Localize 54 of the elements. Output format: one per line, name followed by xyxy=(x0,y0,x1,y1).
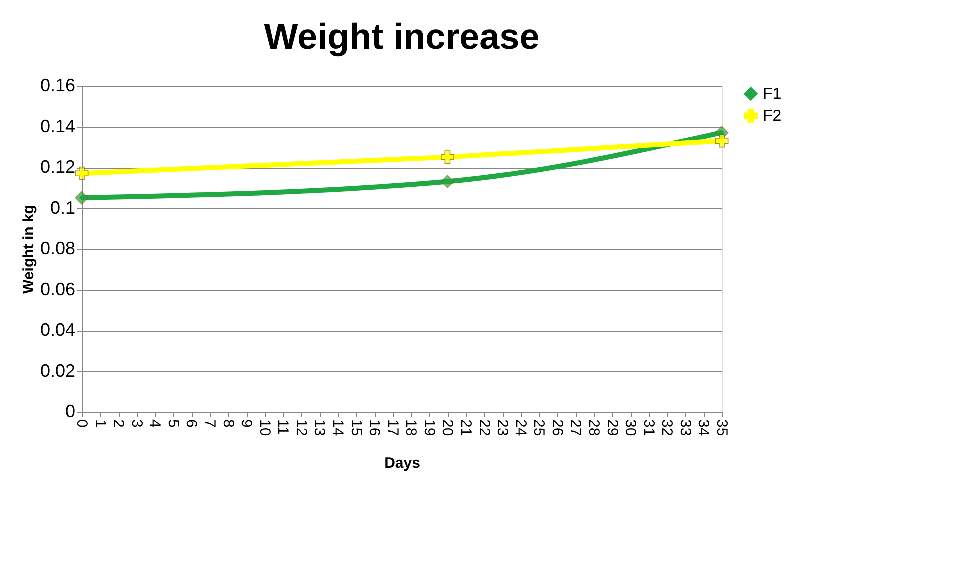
point xyxy=(715,134,729,148)
legend-label: F1 xyxy=(763,86,782,103)
x-tick-label: 3 xyxy=(128,420,146,428)
x-tick-label: 10 xyxy=(256,420,274,436)
x-tick-label: 25 xyxy=(530,420,548,436)
y-tick-label: 0.08 xyxy=(40,238,76,258)
y-tick-label: 0.12 xyxy=(40,157,76,177)
x-tick-label: 5 xyxy=(164,420,182,428)
y-tick-label: 0.16 xyxy=(40,76,76,96)
x-tick-label: 15 xyxy=(348,420,365,436)
x-tick-label: 7 xyxy=(202,420,218,428)
x-tick-label: 0 xyxy=(74,420,90,428)
x-tick-label: 26 xyxy=(548,420,566,436)
x-tick-label: 4 xyxy=(146,420,164,428)
y-tick-label: 0.02 xyxy=(40,360,76,381)
point xyxy=(75,166,89,180)
x-tick-label: 16 xyxy=(366,420,384,436)
x-tick-label: 27 xyxy=(567,420,584,436)
x-tick-label: 31 xyxy=(640,420,658,436)
x-tick-label: 22 xyxy=(476,420,493,436)
x-tick-label: 34 xyxy=(695,420,712,436)
x-tick-label: 11 xyxy=(274,420,292,436)
point xyxy=(440,175,454,188)
x-tick-label: 1 xyxy=(92,420,109,428)
x-axis-title: Days xyxy=(384,455,420,472)
x-tick-label: 19 xyxy=(420,420,438,436)
x-tick-label: 9 xyxy=(238,420,256,428)
point xyxy=(440,150,454,164)
x-tick-label: 35 xyxy=(714,420,730,436)
x-tick-label: 30 xyxy=(622,420,640,436)
x-tick-label: 32 xyxy=(658,420,676,436)
legend-label: F2 xyxy=(763,108,782,125)
x-tick-label: 14 xyxy=(330,420,346,436)
y-tick-label: 0.14 xyxy=(40,116,76,136)
x-tick-label: 21 xyxy=(458,420,474,436)
x-tick-label: 2 xyxy=(110,420,128,428)
x-tick-label: 20 xyxy=(439,420,456,436)
point xyxy=(75,191,89,205)
y-tick-label: 0.04 xyxy=(40,320,76,340)
y-tick-label: 0.06 xyxy=(40,279,76,300)
x-tick-label: 33 xyxy=(676,420,694,436)
x-tick-label: 13 xyxy=(311,420,328,436)
x-tick-label: 28 xyxy=(586,420,602,436)
x-tick-label: 23 xyxy=(494,420,512,436)
x-tick-label: 12 xyxy=(292,420,310,436)
x-tick-label: 6 xyxy=(183,420,200,428)
x-tick-label: 29 xyxy=(604,420,621,436)
y-axis-title: Weight in kg xyxy=(20,205,38,294)
x-tick-label: 17 xyxy=(384,420,402,436)
y-tick-label: 0.1 xyxy=(50,198,76,218)
x-tick-label: 8 xyxy=(220,420,237,428)
chart-title: Weight increase xyxy=(264,16,540,57)
x-tick-label: 18 xyxy=(402,420,420,436)
x-tick-label: 24 xyxy=(512,420,530,436)
